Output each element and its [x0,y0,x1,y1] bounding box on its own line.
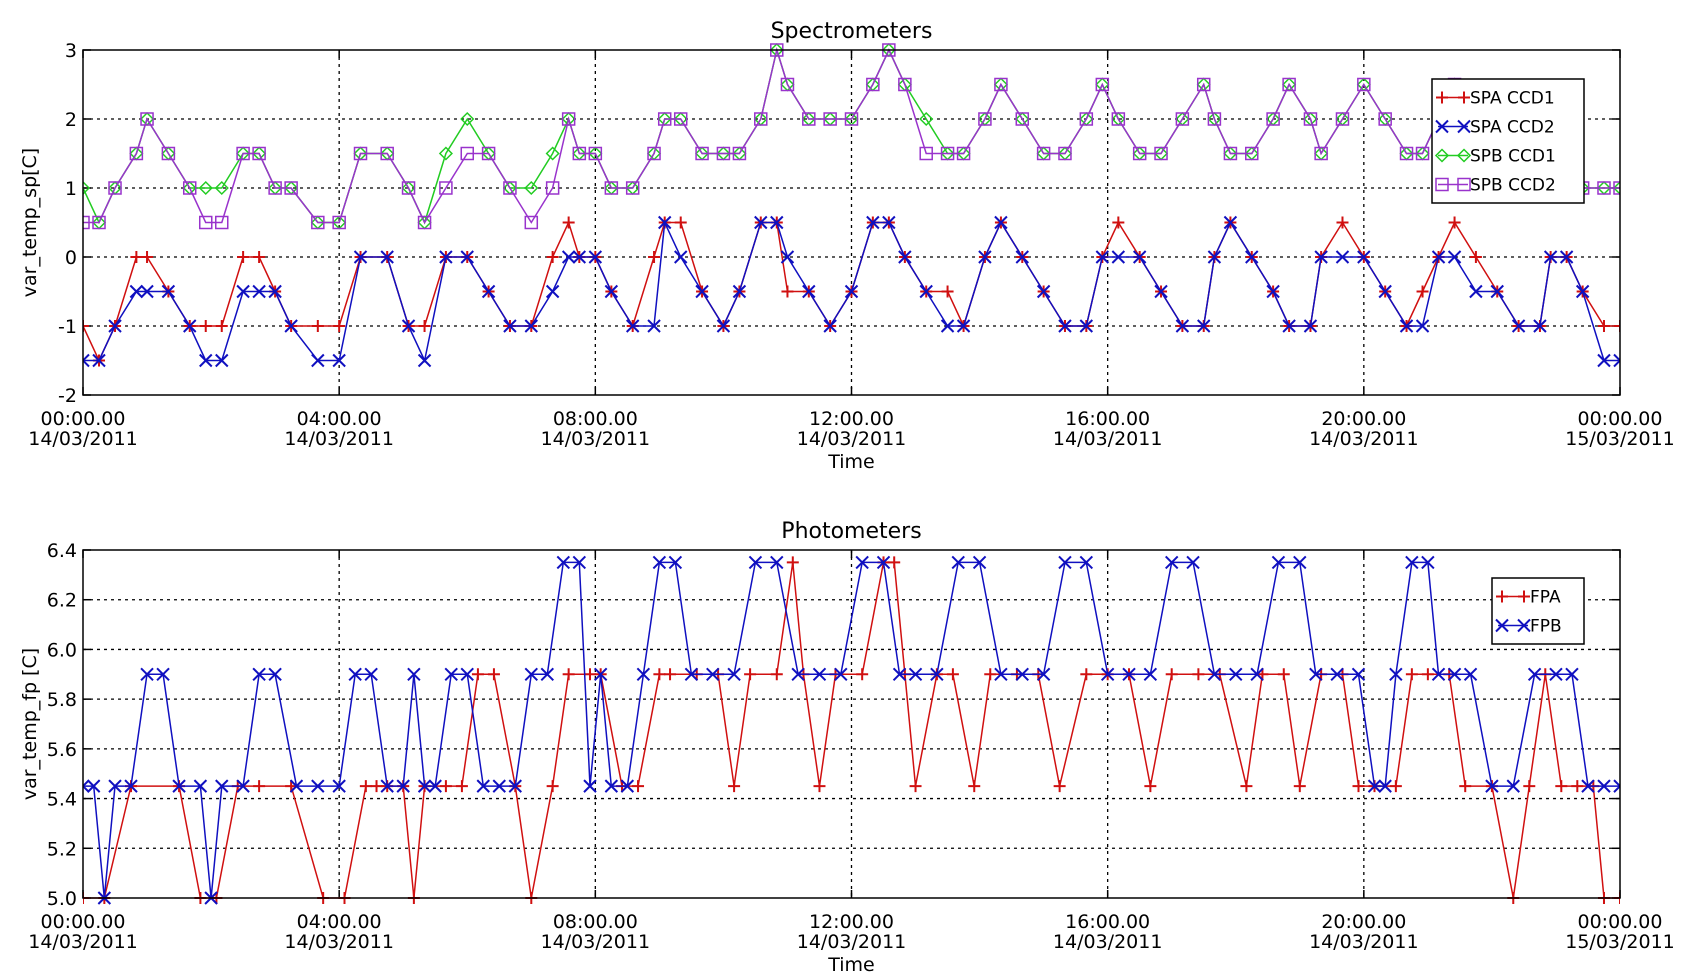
x-tick-date: 14/03/2011 [1309,428,1419,450]
x-tick-date: 14/03/2011 [1309,931,1419,953]
x-tick-date: 14/03/2011 [797,428,907,450]
y-tick-label: 3 [65,40,77,62]
x-tick-time: 04:00.00 [297,408,382,430]
x-tick-date: 15/03/2011 [1565,428,1675,450]
x-tick-date: 15/03/2011 [1565,931,1675,953]
spectrometers-title: Spectrometers [771,19,933,44]
x-tick-time: 12:00.00 [809,911,894,933]
y-tick-label: 6.4 [47,540,77,562]
x-tick-time: 20:00.00 [1321,911,1406,933]
legend-entry-label: FPB [1530,617,1562,637]
x-tick-date: 14/03/2011 [541,428,651,450]
y-tick-label: 1 [65,178,77,200]
x-tick-time: 00:00.00 [41,408,126,430]
x-tick-date: 14/03/2011 [541,931,651,953]
x-tick-date: 14/03/2011 [284,931,394,953]
legend-entry-label: SPA CCD2 [1470,118,1555,138]
legend-entry-label: FPA [1530,588,1561,608]
legend-entry-label: SPA CCD1 [1470,89,1555,109]
x-tick-time: 00:00.00 [41,911,126,933]
y-tick-label: -1 [58,316,77,338]
photometers-title: Photometers [781,519,921,544]
x-tick-date: 14/03/2011 [284,428,394,450]
photometers-legend: FPA FPB [1492,578,1584,644]
photometers-x-axis-label: Time [827,954,875,976]
photometers-y-axis-label: var_temp_fp [C] [19,648,41,800]
spectrometers-legend: SPA CCD1 SPA CCD2 SPB CCD1 SPB CCD2 [1432,79,1584,203]
y-tick-label: 0 [65,247,77,269]
x-tick-time: 16:00.00 [1065,911,1150,933]
y-tick-label: 6.2 [47,590,77,612]
x-tick-time: 12:00.00 [809,408,894,430]
x-tick-date: 14/03/2011 [1053,428,1163,450]
y-tick-label: 5.2 [47,838,77,860]
x-tick-time: 00:00.00 [1578,911,1663,933]
x-tick-date: 14/03/2011 [797,931,907,953]
y-tick-label: 5.6 [47,739,77,761]
x-tick-time: 20:00.00 [1321,408,1406,430]
y-tick-label: -2 [58,385,77,407]
y-tick-label: 5.8 [47,689,77,711]
x-tick-date: 14/03/2011 [28,428,138,450]
x-tick-date: 14/03/2011 [28,931,138,953]
x-tick-time: 00:00.00 [1578,408,1663,430]
y-tick-label: 6.0 [47,639,77,661]
x-tick-date: 14/03/2011 [1053,931,1163,953]
x-tick-time: 08:00.00 [553,911,638,933]
x-tick-time: 16:00.00 [1065,408,1150,430]
legend-entry-label: SPB CCD2 [1470,176,1556,196]
x-tick-time: 08:00.00 [553,408,638,430]
spectrometers-x-axis-label: Time [827,451,875,473]
y-tick-label: 2 [65,109,77,131]
y-tick-label: 5.4 [47,789,77,811]
spectrometers-y-axis-label: var_temp_sp[C] [19,148,41,297]
legend-entry-label: SPB CCD1 [1470,147,1556,167]
x-tick-time: 04:00.00 [297,911,382,933]
y-tick-label: 5.0 [47,888,77,910]
